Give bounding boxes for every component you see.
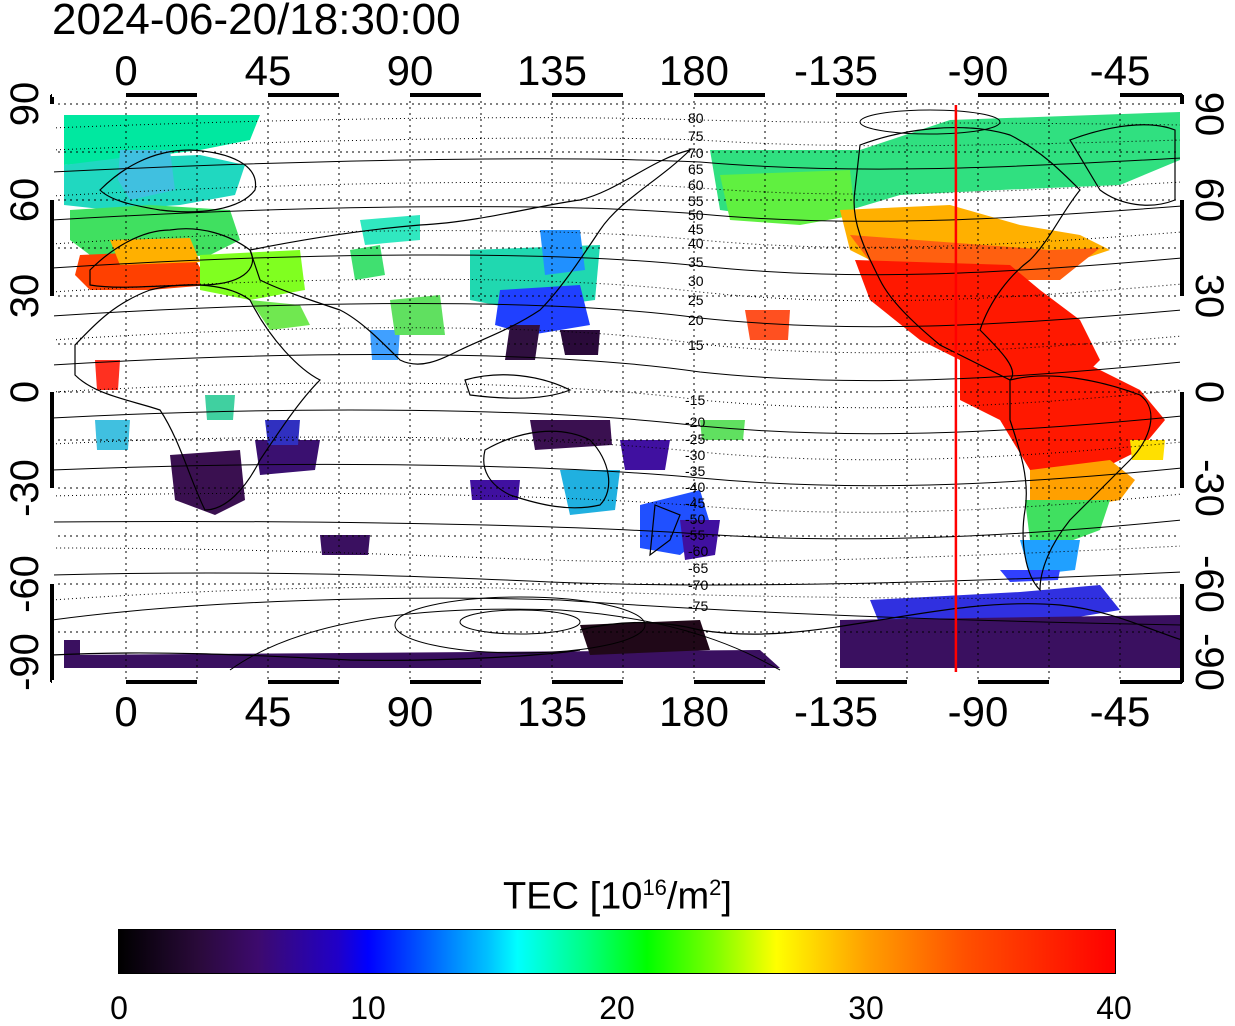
lat-label: -60 (1187, 555, 1231, 613)
contour-label: 30 (688, 273, 704, 289)
lat-label: -90 (1187, 633, 1231, 691)
contour-label: 35 (688, 254, 704, 270)
contour-label: -30 (685, 447, 705, 463)
contour-label: -55 (685, 527, 705, 543)
lat-label: -30 (1187, 459, 1231, 517)
contour-label: -25 (685, 431, 705, 447)
contour-label: -60 (688, 543, 708, 559)
colorbar-tick-label: 20 (599, 990, 635, 1026)
colorbar-tick-label: 10 (350, 990, 386, 1026)
lon-label: 45 (245, 688, 292, 735)
lat-label: 60 (1187, 178, 1231, 223)
lat-label: -30 (3, 459, 47, 517)
lon-label: 90 (387, 47, 434, 94)
contour-label: 70 (688, 145, 704, 161)
timestamp: 2024-06-20/18:30:00 (52, 0, 461, 44)
contour-label: 40 (688, 235, 704, 251)
tec-colorbar (118, 929, 1116, 974)
contour-label: 65 (688, 161, 704, 177)
contour-label: 20 (688, 312, 704, 328)
right-lat-labels: 90 60 30 0 -30 -60 -90 (1187, 92, 1231, 691)
magnetic-contours (52, 109, 1182, 671)
contour-label: -50 (685, 511, 705, 527)
lon-label: -135 (794, 688, 878, 735)
contour-label: -65 (688, 560, 708, 576)
top-lon-labels: 0 45 90 135 180 -135 -90 -45 (114, 47, 1150, 94)
lon-label: 0 (114, 47, 137, 94)
contour-label: 15 (688, 337, 704, 353)
colorbar-title-unit-exponent: 2 (709, 875, 722, 900)
contour-label: 50 (688, 207, 704, 223)
lat-label: 0 (1187, 381, 1231, 403)
lon-label: 180 (659, 47, 729, 94)
lon-label: -90 (948, 47, 1009, 94)
lon-label: -90 (948, 688, 1009, 735)
lat-label: 0 (3, 381, 47, 403)
contour-label: -20 (685, 414, 705, 430)
lat-label: 90 (3, 82, 47, 127)
contour-label: -35 (685, 463, 705, 479)
colorbar-title-unit: /m (666, 875, 710, 918)
lon-label: -45 (1090, 47, 1151, 94)
graticule (52, 95, 1182, 682)
lon-label: -45 (1090, 688, 1151, 735)
tick-bars (50, 93, 1184, 684)
contour-label: -15 (685, 392, 705, 408)
lat-label: -60 (3, 555, 47, 613)
colorbar-tick-label: 30 (848, 990, 884, 1026)
colorbar-tick-label: 40 (1096, 990, 1132, 1026)
bottom-lon-labels: 0 45 90 135 180 -135 -90 -45 (114, 688, 1150, 735)
contour-label: 60 (688, 177, 704, 193)
contour-label: 75 (688, 128, 704, 144)
lon-label: 0 (114, 688, 137, 735)
lon-label: -135 (794, 47, 878, 94)
lat-label: 30 (3, 274, 47, 319)
lon-label: 180 (659, 688, 729, 735)
lat-label: 30 (1187, 274, 1231, 319)
lon-label: 135 (517, 47, 587, 94)
contour-label: -70 (688, 577, 708, 593)
contour-label: -75 (688, 598, 708, 614)
colorbar-title-end: ] (721, 875, 732, 918)
lat-label: -90 (3, 633, 47, 691)
contour-label: -40 (685, 479, 705, 495)
colorbar-tick-label: 0 (110, 990, 128, 1026)
contour-label: 25 (688, 292, 704, 308)
coastlines (52, 124, 1182, 661)
lon-label: 90 (387, 688, 434, 735)
lat-label: 90 (1187, 92, 1231, 137)
lon-label: 45 (245, 47, 292, 94)
colorbar-title-main: TEC [10 (503, 875, 643, 918)
contour-labels: 80 75 70 65 60 55 50 45 40 35 30 25 20 1… (685, 110, 708, 614)
colorbar-title: TEC [1016/m2] (0, 866, 1235, 919)
lat-label: 60 (3, 178, 47, 223)
contour-label: 45 (688, 221, 704, 237)
colorbar-title-exponent: 16 (642, 875, 667, 900)
contour-label: 80 (688, 110, 704, 126)
left-lat-labels: 90 60 30 0 -30 -60 -90 (3, 82, 47, 691)
contour-label: 55 (688, 193, 704, 209)
contour-label: -45 (685, 495, 705, 511)
lon-label: 135 (517, 688, 587, 735)
